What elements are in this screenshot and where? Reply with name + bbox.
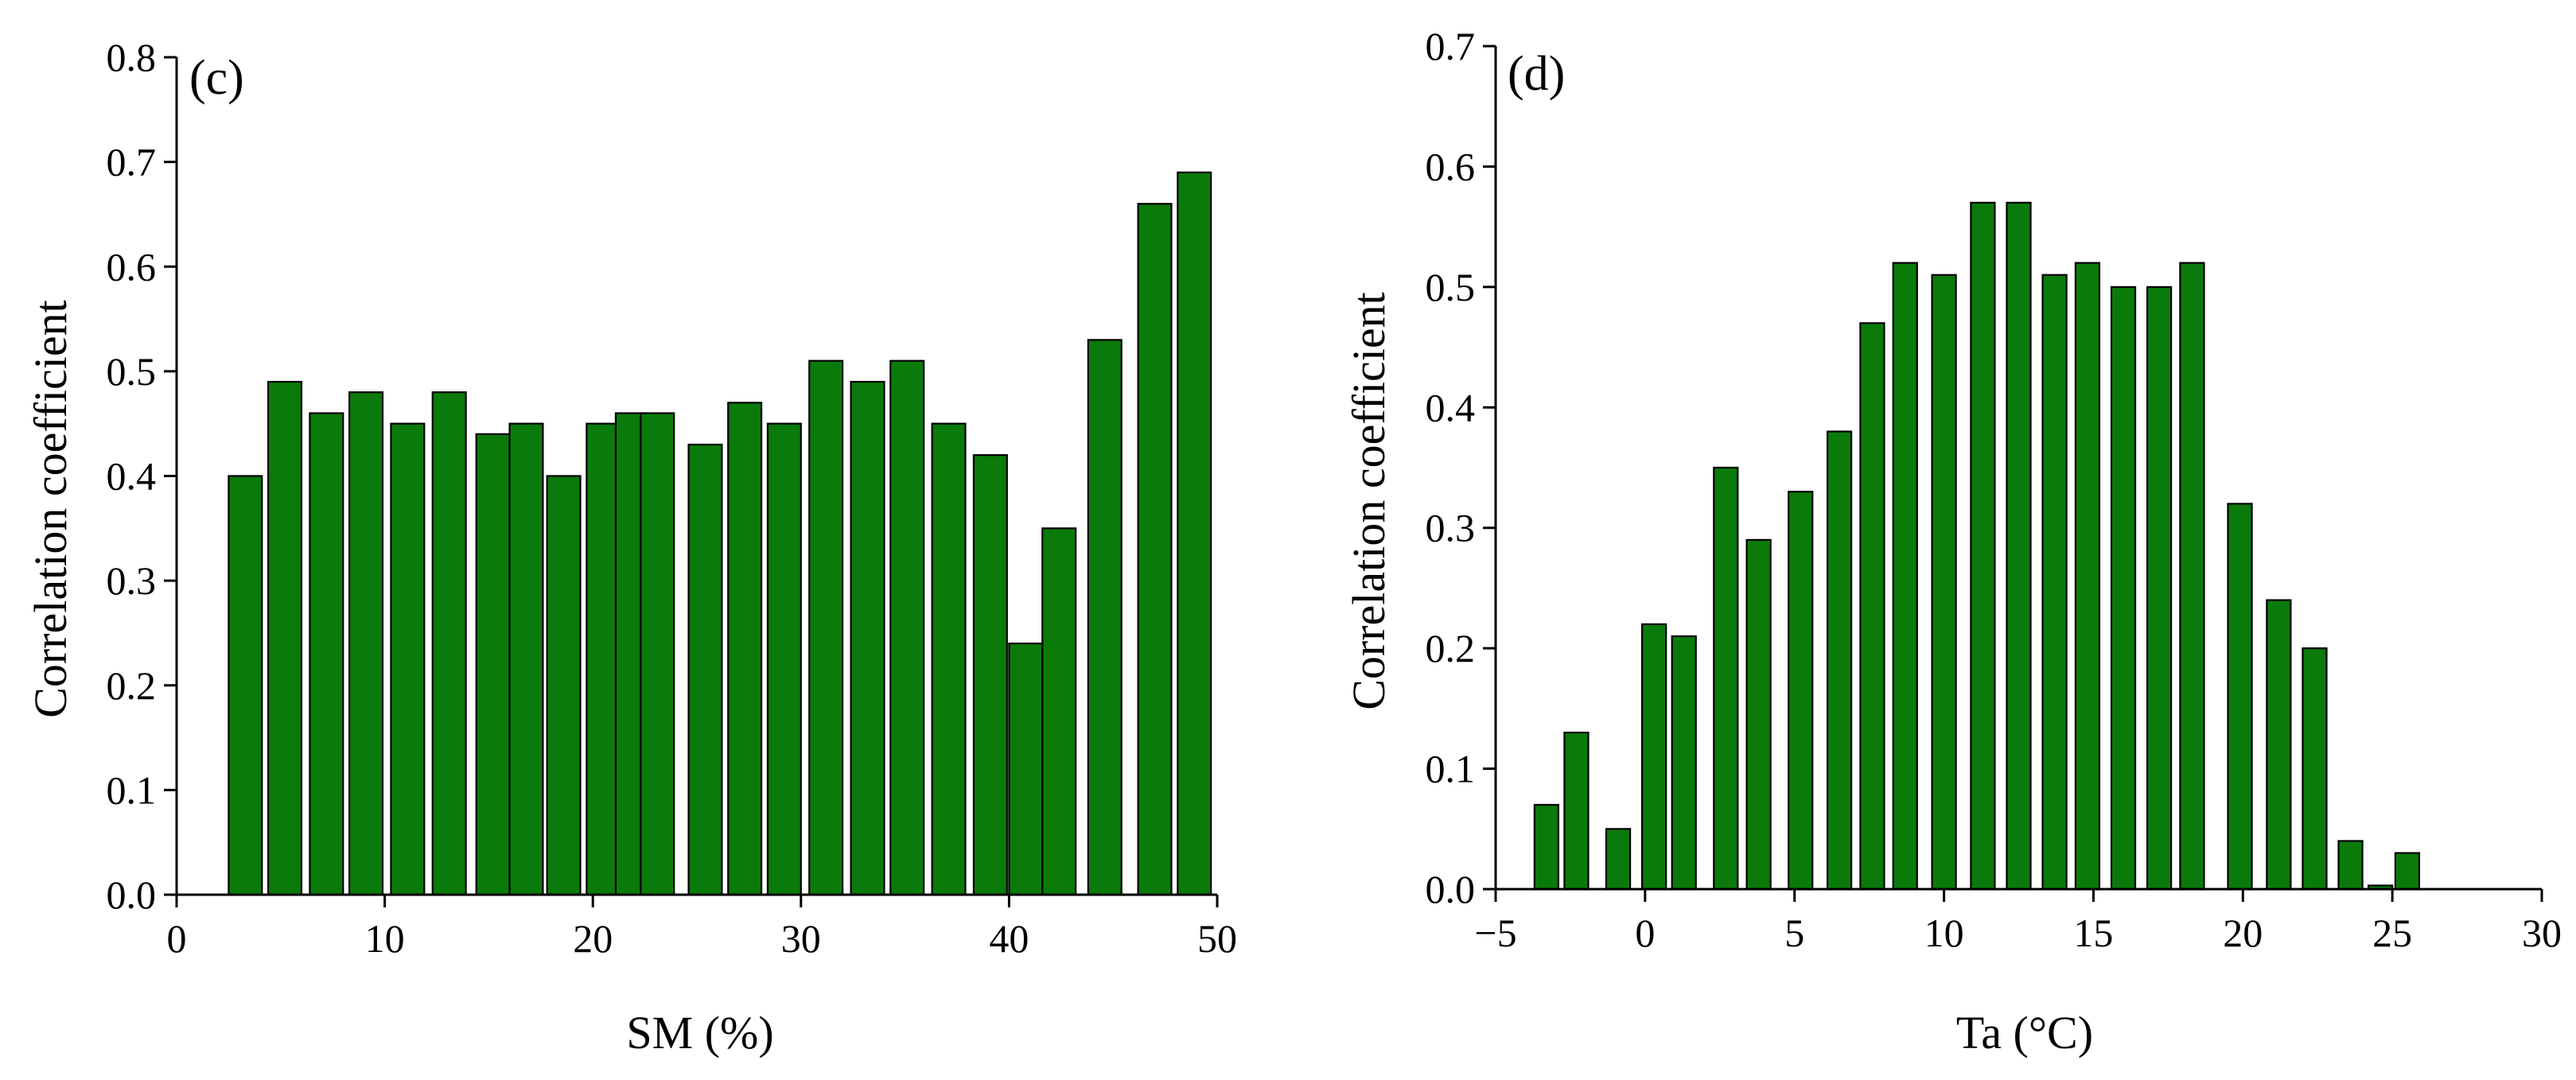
y-axis-title-d: Correlation coefficient	[1343, 292, 1395, 710]
bar-c-6	[431, 391, 467, 896]
x-tick-label-c: 50	[1197, 916, 1237, 961]
y-tick-label-c: 0.3	[107, 558, 157, 603]
x-axis-title-d: Ta (°C)	[1956, 1007, 2093, 1059]
bar-c-17	[850, 380, 885, 896]
bar-c-25	[1177, 171, 1212, 896]
bar-c-12	[640, 412, 675, 896]
bar-d-13	[1970, 201, 1996, 891]
bar-c-3	[309, 412, 344, 896]
y-tick-label-c: 0.6	[107, 244, 157, 289]
bar-c-16	[808, 359, 844, 896]
y-tick-label-d: 0.1	[1426, 747, 1476, 791]
bar-d-23	[2337, 840, 2364, 891]
panel-label-c: (c)	[189, 51, 244, 105]
bar-d-25	[2394, 852, 2421, 891]
bar-d-3	[1605, 828, 1632, 891]
bar-d-19	[2179, 262, 2205, 891]
bar-d-12	[1931, 274, 1957, 891]
bar-d-10	[1859, 322, 1885, 891]
y-tick-label-c: 0.4	[107, 454, 157, 499]
y-tick-label-d: 0.4	[1426, 385, 1476, 429]
bar-d-6	[1713, 466, 1739, 891]
y-tick-label-c: 0.2	[107, 663, 157, 708]
x-tick-label-c: 40	[989, 916, 1029, 961]
bar-c-24	[1137, 203, 1173, 896]
bar-c-8	[508, 422, 544, 896]
bar-c-20	[972, 454, 1008, 896]
bar-d-5	[1671, 635, 1697, 891]
y-tick-label-c: 0.8	[107, 35, 157, 80]
bar-d-8	[1788, 491, 1814, 891]
y-tick-label-d: 0.0	[1426, 867, 1476, 911]
bar-c-7	[475, 433, 511, 896]
bar-d-17	[2110, 286, 2137, 891]
y-tick-label-d: 0.3	[1426, 506, 1476, 550]
bar-d-18	[2146, 286, 2173, 891]
bar-c-14	[727, 402, 763, 896]
bar-c-19	[931, 422, 967, 896]
bar-c-1	[228, 475, 263, 896]
bar-c-9	[546, 475, 582, 896]
x-tick-label-d: −5	[1474, 911, 1516, 955]
panel-label-d: (d)	[1508, 47, 1565, 101]
bar-d-16	[2074, 262, 2101, 891]
y-tick-label-d: 0.2	[1426, 626, 1476, 670]
bar-c-15	[766, 422, 802, 896]
bar-c-2	[267, 380, 303, 896]
chart-panel-d: (d) Ta (°C) Correlation coefficient −5 0 5…	[1343, 24, 2562, 1059]
x-tick-label-d: 15	[2073, 911, 2113, 955]
bar-d-15	[2041, 274, 2068, 891]
bar-d-2	[1563, 732, 1590, 891]
bar-d-22	[2302, 647, 2328, 891]
bar-c-22	[1041, 527, 1077, 896]
x-tick-label-c: 10	[365, 916, 405, 961]
bar-d-9	[1826, 430, 1853, 891]
bar-c-21	[1008, 642, 1044, 896]
y-axis-title-c: Correlation coefficient	[25, 300, 76, 718]
x-tick-label-d: 10	[1924, 911, 1964, 955]
y-tick-label-c: 0.7	[107, 140, 157, 185]
bar-d-20	[2227, 503, 2253, 891]
y-tick-label-d: 0.7	[1426, 24, 1476, 68]
bar-c-23	[1087, 339, 1123, 896]
x-tick-label-c: 0	[167, 916, 187, 961]
y-tick-label-c: 0.1	[107, 767, 157, 812]
bar-c-10	[586, 422, 621, 896]
bar-c-18	[889, 359, 925, 896]
x-tick-label-c: 20	[573, 916, 613, 961]
y-tick-label-c: 0.0	[107, 872, 157, 917]
x-tick-label-d: 25	[2372, 911, 2412, 955]
bar-d-21	[2266, 599, 2292, 891]
y-tick-label-d: 0.6	[1426, 144, 1476, 188]
bar-d-1	[1533, 803, 1559, 891]
x-tick-label-d: 20	[2223, 911, 2263, 955]
y-tick-label-d: 0.5	[1426, 265, 1476, 309]
y-tick-label-c: 0.5	[107, 349, 157, 394]
bar-d-14	[2006, 201, 2032, 891]
bar-d-7	[1745, 538, 1772, 891]
x-axis-title-c: SM (%)	[626, 1007, 773, 1059]
x-tick-label-d: 0	[1635, 911, 1655, 955]
bar-d-11	[1892, 262, 1918, 891]
bar-d-4	[1641, 623, 1667, 891]
bar-c-13	[687, 443, 723, 896]
x-tick-label-d: 30	[2522, 911, 2562, 955]
bar-c-4	[348, 391, 384, 896]
chart-panel-c: (c) SM (%) Correlation coefficient 0 10 20…	[25, 35, 1237, 1059]
bar-c-5	[390, 422, 426, 896]
x-tick-label-d: 5	[1784, 911, 1804, 955]
x-tick-label-c: 30	[781, 916, 821, 961]
